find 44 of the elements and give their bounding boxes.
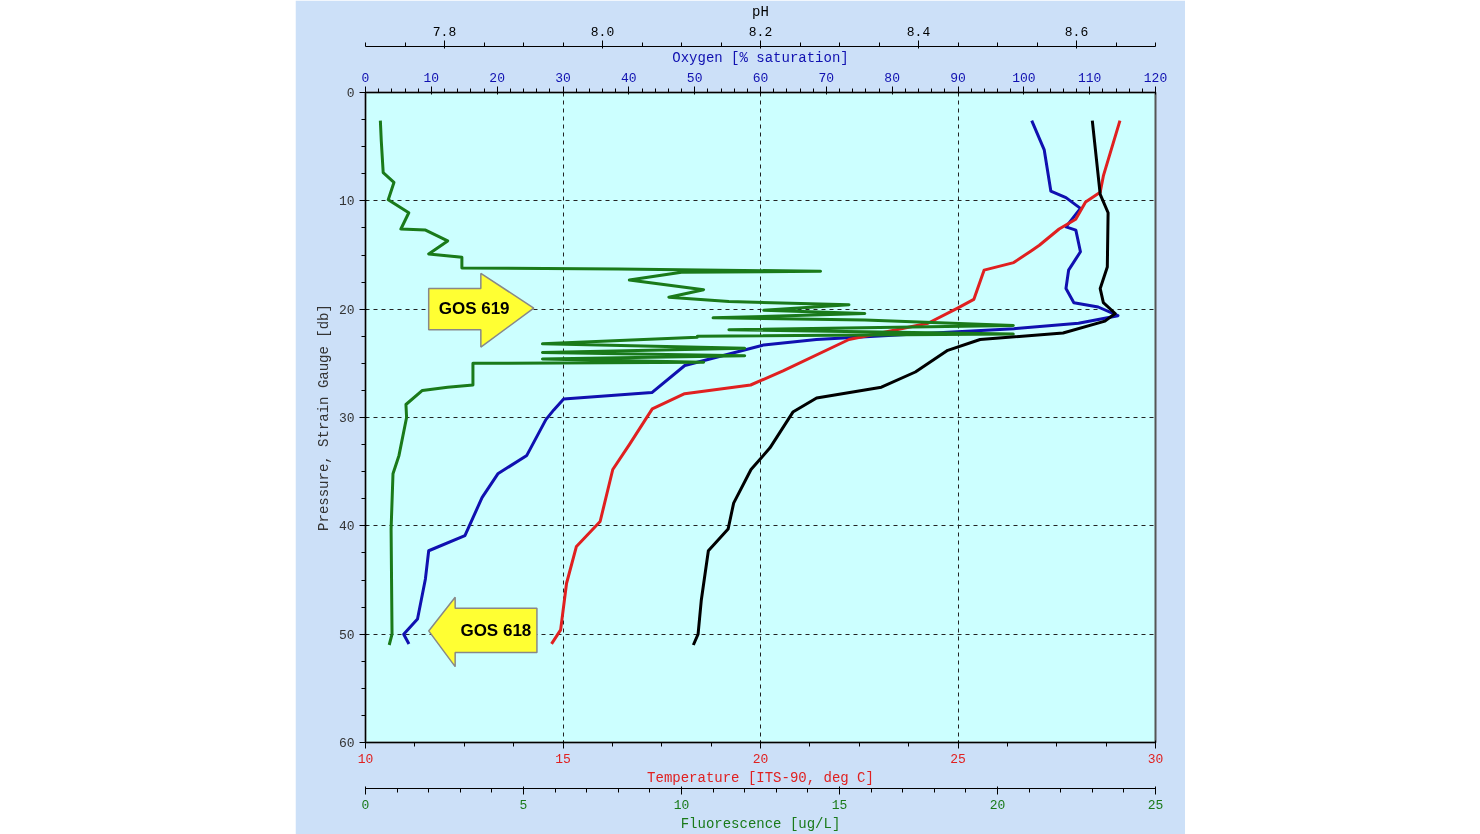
x2-axis-title: Oxygen [% saturation] [672, 49, 849, 66]
annotation: GOS 619 [438, 298, 510, 318]
x-axis-title: Temperature [ITS-90, deg C] [647, 769, 874, 786]
x-tick-label: 5 [519, 797, 528, 813]
y-tick-label: 10 [338, 194, 355, 210]
x2-tick-label: 40 [621, 70, 637, 86]
x2-axis-title: pH [752, 3, 769, 20]
x-tick-label: 20 [989, 797, 1006, 813]
y-tick-label: 30 [338, 411, 355, 426]
x-axis-title: Fluorescence [ug/L] [680, 815, 841, 832]
x2-tick-label: 8.4 [906, 24, 931, 40]
x2-tick-label: 8.2 [748, 24, 773, 40]
x2-tick-label: 120 [1143, 70, 1168, 86]
x2-tick-label: 110 [1077, 70, 1102, 86]
x2-tick-label: 7.8 [432, 24, 457, 40]
x2-tick-label: 0 [361, 70, 370, 86]
x-tick-label: 0 [361, 797, 370, 813]
x2-tick-label: 60 [752, 70, 769, 86]
x2-tick-label: 70 [818, 70, 835, 86]
annotation: GOS 618 [460, 621, 532, 641]
x2-tick-label: 100 [1012, 70, 1036, 86]
x2-tick-label: 8.6 [1064, 24, 1089, 40]
x2-tick-label: 30 [555, 70, 571, 86]
y-tick-label: 20 [338, 302, 355, 318]
x-tick-label: 15 [831, 797, 848, 813]
x-tick-label: 20 [752, 751, 769, 767]
y-tick-label: 40 [338, 519, 355, 535]
x-tick-label: 25 [1147, 797, 1164, 813]
line-series [550, 119, 1122, 646]
y-tick-label: 0 [346, 86, 355, 101]
x2-tick-label: 8.0 [590, 24, 615, 40]
x-tick-label: 10 [673, 797, 690, 813]
y-axis-title: Pressure, Strain Gauge [db] [315, 304, 332, 531]
x2-tick-label: 90 [950, 70, 966, 86]
y-tick-label: 50 [338, 627, 355, 643]
x2-tick-label: 80 [884, 70, 900, 86]
x-tick-label: 10 [357, 751, 374, 767]
x-tick-label: 30 [1147, 751, 1164, 767]
x2-tick-label: 50 [686, 70, 703, 86]
x-tick-label: 15 [555, 751, 571, 767]
x2-tick-label: 10 [423, 70, 440, 86]
y-tick-label: 60 [338, 736, 355, 751]
x-tick-label: 25 [950, 751, 966, 767]
x2-tick-label: 20 [489, 70, 505, 86]
